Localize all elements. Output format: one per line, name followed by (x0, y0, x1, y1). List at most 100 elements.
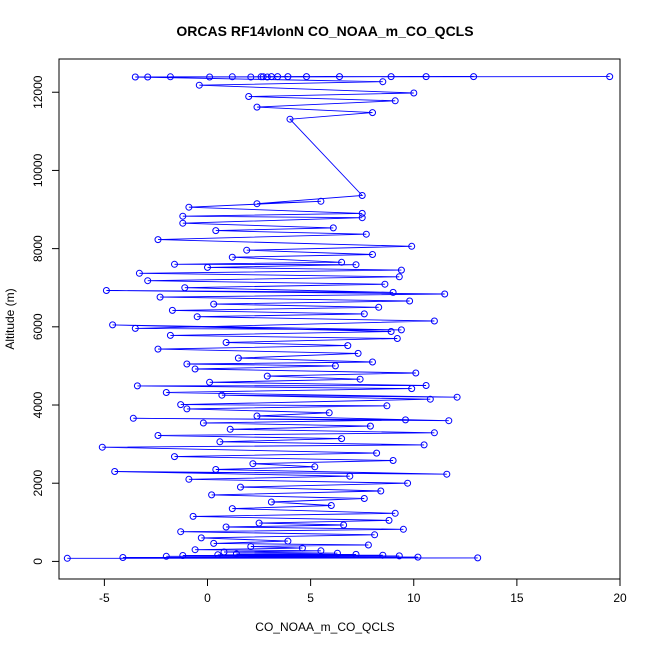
data-point (243, 246, 251, 254)
data-point (154, 432, 162, 439)
data-point (325, 409, 333, 417)
data-point (177, 528, 185, 536)
y-tick-label: 0 (31, 558, 45, 565)
data-point (255, 519, 263, 527)
x-axis: -5 0 5 10 15 20 (99, 579, 627, 605)
data-point (162, 389, 170, 396)
data-point (371, 531, 379, 539)
data-point (391, 97, 399, 105)
data-point (185, 203, 193, 211)
y-tick-label: 2000 (31, 470, 45, 497)
series-layer (63, 73, 614, 562)
data-point (263, 73, 271, 81)
data-point (426, 395, 434, 403)
data-point (191, 365, 199, 373)
data-point (214, 551, 222, 559)
series-line (67, 76, 610, 559)
data-point (247, 73, 255, 81)
data-point (191, 546, 199, 554)
data-point (185, 475, 193, 483)
data-point (474, 554, 482, 562)
y-axis: 0 2000 4000 6000 8000 10000 12000 (31, 75, 59, 565)
data-point (422, 382, 430, 389)
data-point (193, 313, 201, 321)
data-point (183, 405, 191, 413)
data-point (263, 372, 271, 380)
data-point (369, 109, 376, 117)
data-point (317, 197, 325, 205)
data-point (171, 453, 178, 461)
data-point (179, 212, 187, 220)
data-point (379, 78, 387, 86)
x-tick-label: 5 (307, 591, 314, 605)
data-point (377, 487, 385, 495)
data-point (131, 324, 139, 332)
data-point (385, 516, 393, 524)
data-point (206, 378, 214, 386)
data-point (189, 512, 197, 520)
data-point (410, 89, 418, 97)
data-point (247, 543, 255, 550)
data-point (366, 422, 374, 430)
data-point (259, 73, 267, 81)
y-tick-label: 6000 (31, 313, 45, 340)
data-point (267, 73, 275, 81)
data-point (168, 306, 176, 314)
data-point (430, 429, 438, 437)
data-point (344, 342, 352, 350)
data-point (156, 293, 164, 301)
data-point (63, 554, 71, 562)
data-point (286, 115, 294, 123)
data-point (414, 553, 422, 561)
data-point (356, 375, 364, 383)
data-point (109, 321, 117, 329)
y-axis-label: Altitude (m) (3, 288, 17, 349)
data-point (195, 81, 203, 89)
data-point (135, 269, 143, 277)
data-point (154, 236, 162, 244)
data-point (360, 495, 368, 502)
chart-title: ORCAS RF14vlonN CO_NOAA_m_CO_QCLS (176, 23, 473, 39)
data-point (317, 547, 325, 555)
data-point (383, 402, 391, 410)
data-point (183, 360, 191, 368)
data-point (222, 523, 230, 531)
data-point (253, 412, 261, 420)
data-point (404, 479, 412, 487)
data-point (340, 521, 348, 529)
data-point (358, 214, 366, 222)
data-point (228, 73, 236, 81)
data-point (303, 73, 310, 81)
data-point (364, 541, 372, 549)
data-point (166, 73, 174, 81)
data-point (430, 317, 438, 325)
data-point (358, 192, 366, 199)
data-point (387, 73, 395, 81)
data-point (379, 551, 387, 559)
data-point (98, 443, 106, 451)
data-point (144, 73, 152, 81)
data-point (119, 554, 127, 561)
data-point (408, 385, 416, 393)
data-point (327, 502, 335, 509)
data-point (354, 349, 362, 357)
data-point (212, 227, 220, 235)
data-point (331, 362, 339, 370)
x-tick-label: -5 (99, 591, 110, 605)
data-point (369, 251, 376, 258)
data-point (387, 328, 395, 335)
data-point (333, 549, 341, 557)
data-point (389, 288, 397, 296)
data-point (144, 277, 152, 285)
data-point (338, 435, 346, 443)
data-point (338, 258, 346, 266)
data-point (222, 339, 230, 346)
data-point (399, 525, 407, 533)
data-point (218, 391, 226, 399)
data-point (166, 331, 174, 339)
data-point (284, 537, 292, 545)
data-point (210, 539, 218, 547)
data-point (470, 73, 478, 81)
data-point (181, 284, 189, 292)
data-point (228, 253, 236, 261)
